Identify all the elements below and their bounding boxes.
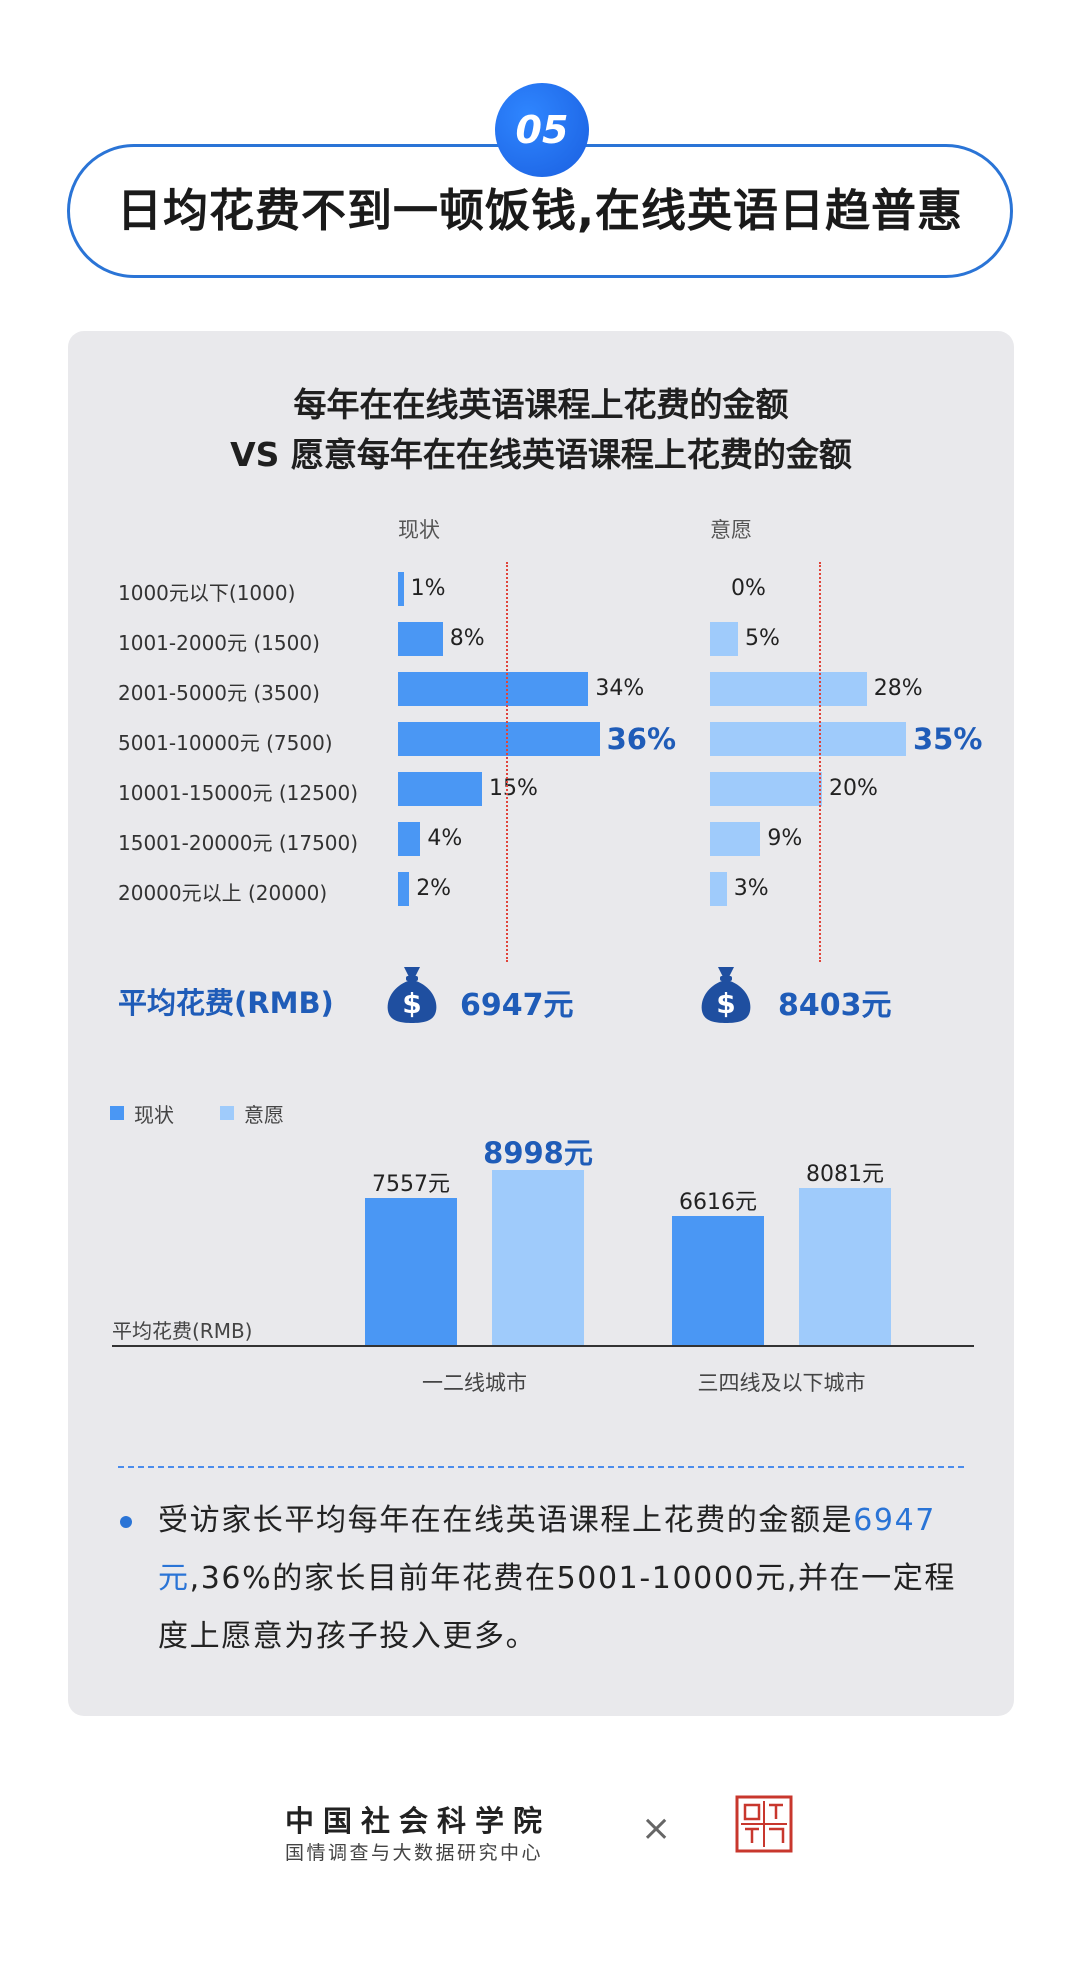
legend-label-wish: 意愿 — [244, 1103, 284, 1127]
bullet-dot — [120, 1516, 132, 1528]
bar-wish — [710, 872, 727, 906]
bar-current — [398, 622, 443, 656]
data-label-wish: 35% — [913, 722, 983, 756]
data-label-current: 1% — [410, 576, 446, 601]
data-label-current: 4% — [427, 826, 463, 851]
bar-wish — [710, 822, 761, 856]
chart-title: 每年在在线英语课程上花费的金额 — [293, 385, 789, 424]
column-header-current: 现状 — [398, 518, 440, 542]
city-bar-value: 7557元 — [372, 1172, 450, 1197]
bar-current — [398, 572, 404, 606]
y-axis-label: 平均花费(RMB) — [112, 1319, 253, 1343]
divider — [118, 1466, 964, 1468]
average-value-wish: 8403元 — [778, 988, 892, 1023]
bar-current — [398, 872, 410, 906]
city-bar-value: 6616元 — [679, 1190, 757, 1216]
data-label-wish: 5% — [745, 626, 780, 651]
page-title: 日均花费不到一顿饭钱,在线英语日趋普惠 — [116, 184, 964, 237]
city-bar-current — [672, 1216, 764, 1345]
summary-highlight: 6947元 — [158, 1503, 936, 1596]
average-value-current: 6947元 — [460, 988, 574, 1023]
org-logo-subtitle: 国情调查与大数据研究中心 — [285, 1842, 544, 1864]
category-label: 5001-10000元 (7500) — [118, 731, 333, 755]
category-label: 15001-20000元 (17500) — [118, 831, 359, 855]
data-label-current: 34% — [595, 676, 645, 701]
org-logo-name: 中国社会科学院 — [285, 1804, 552, 1838]
data-label-wish: 0% — [731, 576, 766, 601]
money-bag-icon: $ — [701, 967, 751, 1023]
bar-current — [398, 672, 589, 706]
bar-current — [398, 722, 600, 756]
summary-part-2: ,36%的家长目前年花费在5001-10000元,并在一定程度上愿意为孩子投入更… — [158, 1561, 956, 1654]
legend-swatch-wish — [220, 1106, 234, 1120]
x-axis-category: 三四线及以下城市 — [697, 1371, 866, 1395]
collab-times-icon: × — [641, 1808, 672, 1849]
money-bag-icon: $ — [387, 967, 437, 1023]
reference-line-current — [506, 562, 508, 962]
svg-text:$: $ — [716, 987, 735, 1020]
bar-wish — [710, 722, 906, 756]
summary-part-1: 受访家长平均每年在在线英语课程上花费的金额是 — [158, 1503, 854, 1538]
city-bar-current — [365, 1198, 457, 1345]
legend-label-current: 现状 — [134, 1103, 174, 1127]
bar-wish — [710, 622, 738, 656]
chart-panel — [68, 331, 1014, 1716]
data-label-current: 15% — [489, 776, 538, 801]
data-label-current: 36% — [606, 722, 677, 756]
x-axis-category: 一二线城市 — [422, 1371, 527, 1395]
category-label: 10001-15000元 (12500) — [118, 781, 359, 805]
bar-current — [398, 822, 421, 856]
bar-wish — [710, 772, 822, 806]
city-bar-value: 8081元 — [806, 1161, 884, 1187]
data-label-wish: 9% — [767, 826, 803, 851]
bar-current — [398, 772, 482, 806]
legend-swatch-current — [110, 1106, 124, 1120]
data-label-current: 2% — [416, 876, 452, 901]
city-bar-wish — [799, 1187, 891, 1345]
x-axis-line — [112, 1345, 974, 1347]
data-label-wish: 20% — [829, 776, 878, 801]
category-label: 1001-2000元 (1500) — [118, 631, 320, 655]
column-header-wish: 意愿 — [710, 518, 752, 542]
section-number-badge: 05 — [495, 83, 589, 177]
data-label-wish: 28% — [873, 676, 923, 701]
bar-wish — [710, 672, 867, 706]
nanfang-zhoumo-seal-icon — [735, 1795, 793, 1853]
category-label: 20000元以上 (20000) — [118, 881, 328, 905]
city-bar-wish — [492, 1169, 584, 1345]
category-label: 1000元以下(1000) — [118, 581, 296, 605]
data-label-wish: 3% — [733, 876, 769, 901]
svg-text:$: $ — [402, 987, 421, 1020]
reference-line-wish — [819, 562, 821, 962]
summary-text: 受访家长平均每年在在线英语课程上花费的金额是6947元,36%的家长目前年花费在… — [158, 1492, 978, 1666]
city-bar-value: 8998元 — [483, 1135, 593, 1170]
average-label: 平均花费(RMB) — [118, 986, 334, 1020]
chart-subtitle: VS 愿意每年在在线英语课程上花费的金额 — [230, 435, 852, 474]
data-label-current: 8% — [449, 626, 485, 651]
category-label: 2001-5000元 (3500) — [118, 681, 320, 705]
